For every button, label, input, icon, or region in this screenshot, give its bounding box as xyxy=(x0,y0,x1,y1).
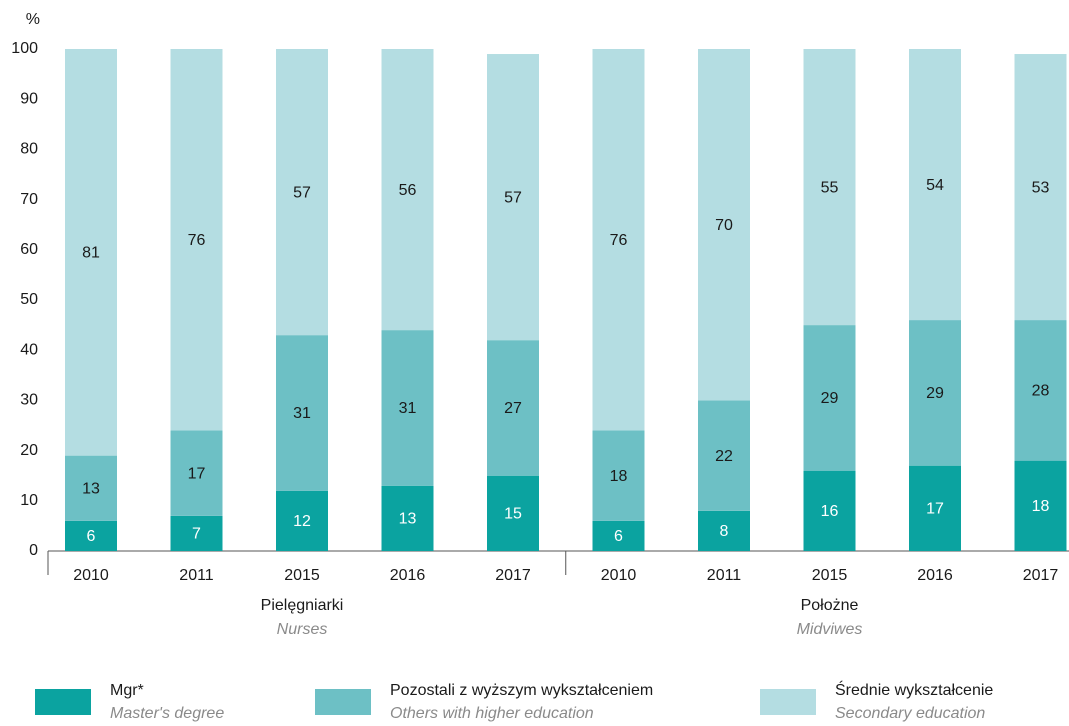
data-label: 29 xyxy=(926,385,944,402)
bar-segment xyxy=(381,485,434,551)
legend-label: Pozostali z wyższym wykształceniem xyxy=(390,682,653,699)
data-label: 13 xyxy=(82,480,100,497)
bar-segment xyxy=(170,430,223,516)
data-label: 6 xyxy=(87,528,96,545)
bar-segment xyxy=(381,49,434,331)
bar-segment xyxy=(698,510,750,551)
legend-label: Mgr* xyxy=(110,682,144,699)
legend-label-en: Secondary education xyxy=(835,705,985,722)
bar-segment xyxy=(65,520,117,551)
data-label: 6 xyxy=(614,528,623,545)
legend-swatch xyxy=(35,689,91,715)
bar-segment xyxy=(65,455,117,521)
bar-segment xyxy=(803,325,856,471)
y-tick-label: 10 xyxy=(20,492,38,509)
y-tick-label: 100 xyxy=(11,40,38,57)
data-label: 7 xyxy=(192,526,201,543)
data-label: 76 xyxy=(610,232,628,249)
bar-segment xyxy=(487,340,539,476)
x-tick-label: 2010 xyxy=(601,567,637,584)
legend-label-en: Master's degree xyxy=(110,705,224,722)
data-label: 56 xyxy=(399,182,417,199)
legend-swatch xyxy=(760,689,816,715)
bar-segment xyxy=(592,49,645,431)
data-label: 18 xyxy=(1032,498,1050,515)
data-label: 54 xyxy=(926,177,944,194)
x-tick-label: 2017 xyxy=(1023,567,1059,584)
data-label: 28 xyxy=(1032,383,1050,400)
y-tick-label: 90 xyxy=(20,90,38,107)
data-label: 55 xyxy=(821,179,839,196)
group-label-en: Nurses xyxy=(277,621,328,638)
data-label: 81 xyxy=(82,245,100,262)
bar-segment xyxy=(909,49,961,321)
x-tick-label: 2016 xyxy=(390,567,426,584)
legend-swatch xyxy=(315,689,371,715)
y-tick-label: 20 xyxy=(20,442,38,459)
y-tick-label: 60 xyxy=(20,241,38,258)
x-tick-label: 2011 xyxy=(707,567,742,584)
bar-segment xyxy=(909,465,961,551)
x-tick-label: 2017 xyxy=(495,567,531,584)
data-label: 12 xyxy=(293,513,311,530)
x-tick-label: 2011 xyxy=(179,567,214,584)
data-label: 31 xyxy=(293,405,311,422)
bar-segment xyxy=(1014,460,1067,551)
data-label: 16 xyxy=(821,503,839,520)
legend-label: Średnie wykształcenie xyxy=(835,680,993,699)
y-tick-label: 30 xyxy=(20,392,38,409)
group-label: Położne xyxy=(801,597,859,614)
data-label: 53 xyxy=(1032,179,1050,196)
y-unit: % xyxy=(26,11,40,28)
bar-segment xyxy=(592,520,645,551)
data-label: 17 xyxy=(926,501,944,518)
data-label: 29 xyxy=(821,390,839,407)
bar-segment xyxy=(487,475,539,551)
y-tick-label: 80 xyxy=(20,141,38,158)
bar-segment xyxy=(803,49,856,326)
data-label: 15 xyxy=(504,506,522,523)
data-label: 31 xyxy=(399,400,417,417)
bar-segment xyxy=(276,49,328,336)
data-label: 8 xyxy=(720,523,729,540)
x-tick-label: 2010 xyxy=(73,567,109,584)
data-label: 57 xyxy=(504,189,522,206)
data-label: 27 xyxy=(504,400,522,417)
bar-segment xyxy=(803,470,856,551)
group-label-en: Midviwes xyxy=(797,621,863,638)
data-label: 18 xyxy=(610,468,628,485)
bar-segment xyxy=(592,430,645,521)
bar-segment xyxy=(276,335,328,491)
data-label: 22 xyxy=(715,448,733,465)
bar-segment xyxy=(276,490,328,551)
data-label: 17 xyxy=(188,465,206,482)
x-tick-label: 2016 xyxy=(917,567,953,584)
bar-segment xyxy=(698,400,750,511)
bar-segment xyxy=(170,49,223,431)
bar-segment xyxy=(1014,54,1067,321)
x-tick-label: 2015 xyxy=(284,567,320,584)
data-label: 76 xyxy=(188,232,206,249)
bar-segment xyxy=(698,49,750,401)
x-tick-label: 2015 xyxy=(812,567,848,584)
bar-segment xyxy=(1014,320,1067,461)
bar-segment xyxy=(170,515,223,551)
y-tick-label: 50 xyxy=(20,291,38,308)
data-label: 13 xyxy=(399,511,417,528)
group-label: Pielęgniarki xyxy=(261,597,344,614)
data-label: 70 xyxy=(715,217,733,234)
bar-segment xyxy=(909,320,961,466)
y-tick-label: 0 xyxy=(29,542,38,559)
legend-label-en: Others with higher education xyxy=(390,705,594,722)
bar-segment xyxy=(381,330,434,486)
data-label: 57 xyxy=(293,184,311,201)
y-tick-label: 40 xyxy=(20,341,38,358)
bar-segment xyxy=(65,49,117,456)
y-tick-label: 70 xyxy=(20,191,38,208)
bar-segment xyxy=(487,54,539,341)
